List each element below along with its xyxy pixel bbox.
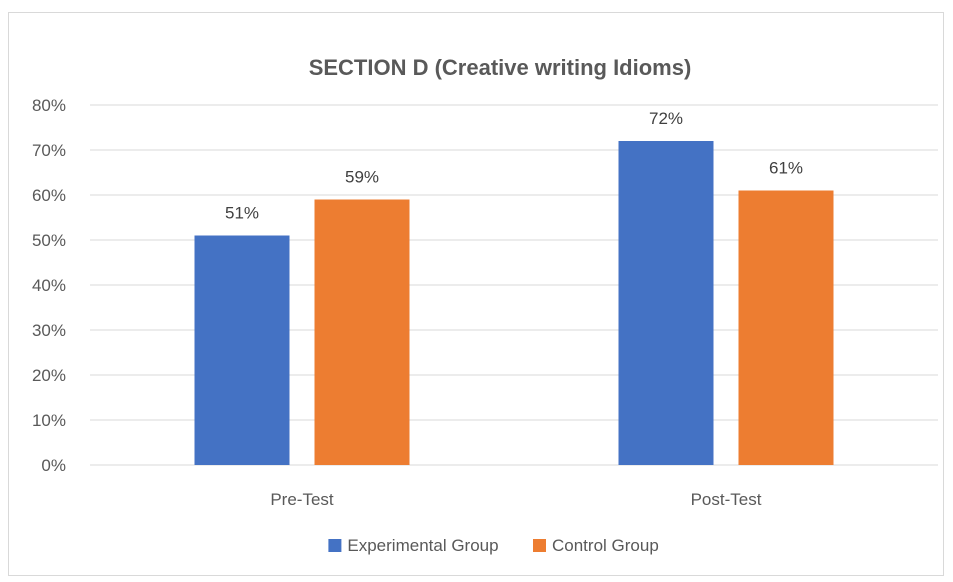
bar [738,190,834,465]
bar [618,141,714,465]
legend-item: Control Group [533,536,659,555]
bars [194,141,834,465]
x-axis: Pre-Test Post-Test [270,490,761,509]
data-label: 72% [649,109,683,128]
chart-title: SECTION D (Creative writing Idioms) [309,55,692,80]
data-label: 51% [225,204,259,223]
data-labels: 51% 59% 72% 61% [225,109,803,223]
y-tick-label: 50% [32,231,66,250]
y-tick-label: 70% [32,141,66,160]
y-tick-label: 40% [32,276,66,295]
data-label: 61% [769,159,803,178]
legend-item: Experimental Group [328,536,499,555]
y-axis: 0% 10% 20% 30% 40% 50% 60% 70% 80% [32,96,66,475]
y-tick-label: 60% [32,186,66,205]
x-tick-label: Pre-Test [270,490,334,509]
data-label: 59% [345,168,379,187]
bar [314,199,410,465]
legend-label: Experimental Group [347,536,498,555]
y-tick-label: 30% [32,321,66,340]
bar [194,235,290,465]
legend-label: Control Group [552,536,659,555]
y-tick-label: 80% [32,96,66,115]
y-tick-label: 10% [32,411,66,430]
y-tick-label: 20% [32,366,66,385]
legend-swatch [533,539,546,552]
legend: Experimental Group Control Group [328,536,659,555]
x-tick-label: Post-Test [691,490,762,509]
legend-swatch [328,539,342,552]
y-tick-label: 0% [41,456,66,475]
